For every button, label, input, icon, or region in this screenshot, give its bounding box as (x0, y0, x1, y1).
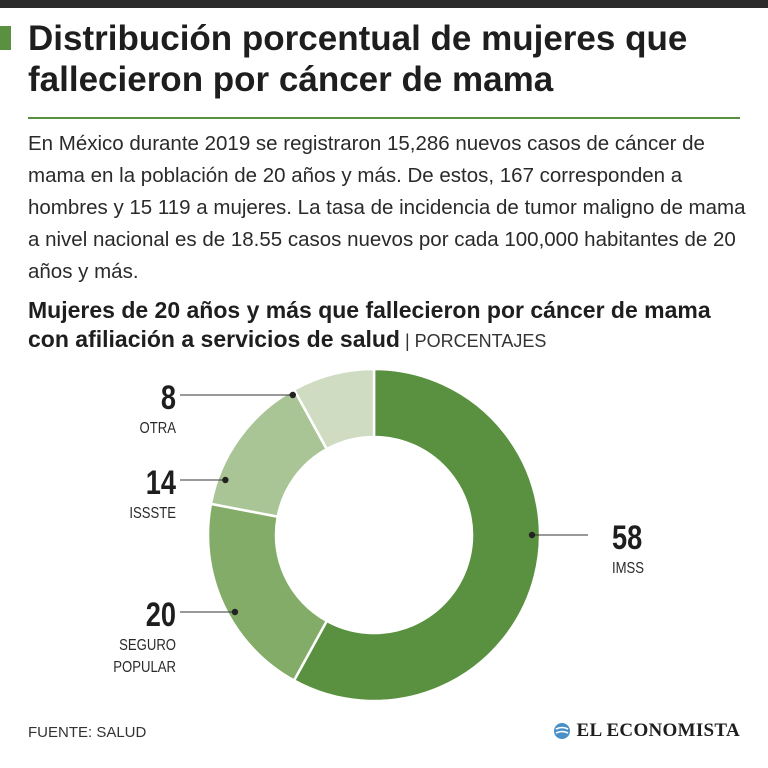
donut-slice-otra (292, 367, 376, 451)
leader-dot-1 (231, 608, 239, 616)
brand-name: EL ECONOMISTA (576, 720, 740, 741)
value-label-0: 58 (612, 518, 642, 557)
value-label-1: 20 (146, 595, 176, 634)
donut-chart: 58 IMSS 20 SEGURO POPULAR 14 ISSSTE 8 OTRA (113, 367, 644, 703)
chart-title-main: Mujeres de 20 años y más que fallecieron… (28, 297, 711, 352)
leader-dot-3 (289, 391, 297, 399)
category-label-2-0: ISSSTE (129, 505, 176, 522)
intro-paragraph: En México durante 2019 se registraron 15… (28, 132, 746, 283)
category-label-1-1: POPULAR (113, 659, 176, 676)
donut-slice-seguro-popular (206, 502, 329, 683)
chart-title-separator: | (399, 331, 415, 351)
leader-dot-2 (222, 476, 229, 484)
title-divider (28, 117, 740, 119)
source-note: FUENTE: SALUD (28, 724, 147, 741)
chart-units: PORCENTAJES (414, 331, 547, 351)
category-label-1-0: SEGURO (119, 637, 176, 654)
globe-icon (553, 723, 570, 739)
page-title: Distribución porcentual de mujeres que f… (28, 19, 688, 99)
category-label-0-0: IMSS (612, 560, 644, 577)
title-accent-bar (0, 26, 11, 50)
leader-dot-0 (528, 531, 536, 539)
brand-logo: EL ECONOMISTA (553, 720, 741, 742)
value-label-2: 14 (146, 463, 176, 502)
top-bar (0, 0, 768, 8)
value-label-3: 8 (161, 378, 176, 417)
category-label-3-0: OTRA (140, 420, 177, 437)
donut-slice-imss (292, 367, 542, 703)
chart-title: Mujeres de 20 años y más que fallecieron… (28, 296, 748, 356)
